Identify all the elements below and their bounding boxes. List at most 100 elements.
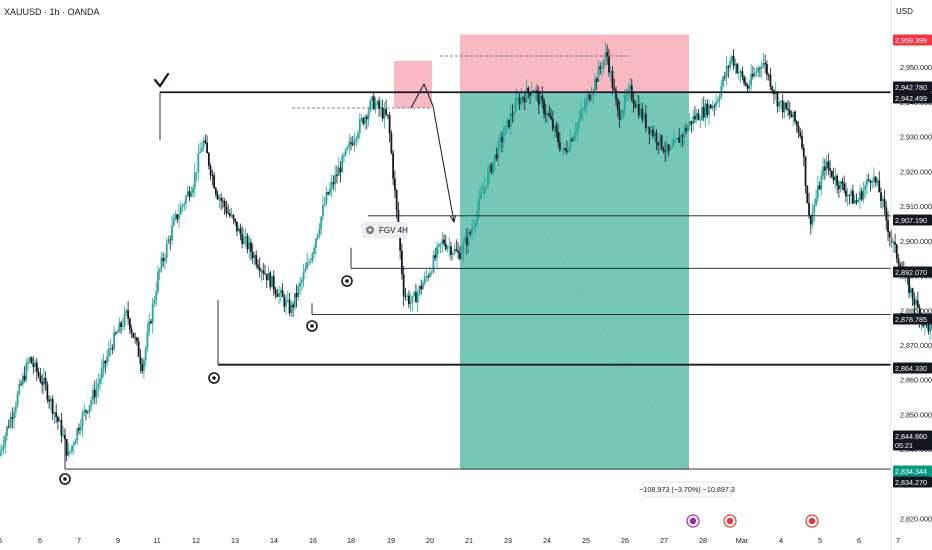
candle [76, 427, 79, 445]
x-tick-label: 20 [426, 536, 434, 545]
candle [529, 91, 531, 105]
fvg-zone[interactable] [394, 61, 432, 108]
candle-body [809, 215, 812, 225]
candle-body [548, 112, 551, 117]
price-axis[interactable]: 2,820.0002,830.0002,840.0002,850.0002,86… [900, 63, 932, 523]
candle-body [671, 145, 674, 148]
candle-body [365, 116, 368, 120]
candle-body [606, 52, 609, 57]
candle [409, 292, 412, 312]
candle [616, 97, 619, 117]
candle [88, 405, 91, 419]
price-tag[interactable]: 2,942.499 [893, 92, 932, 104]
candle [67, 442, 70, 458]
candle-body [639, 108, 642, 116]
currency-label[interactable]: USD [896, 7, 913, 16]
price-tag[interactable]: 2,959.399 [893, 34, 932, 46]
fgv-label[interactable]: FGV 4H [362, 222, 408, 238]
candle-body [592, 90, 595, 96]
price-tag[interactable]: 2,942.780 [893, 81, 932, 93]
price-tag[interactable]: 2,892.070 [893, 266, 932, 278]
candle-body [288, 299, 291, 314]
candle-body [795, 121, 798, 126]
eye-marker-icon[interactable] [306, 320, 318, 332]
time-axis[interactable]: 5 6 7 9 11 12 13 14 16 18 19 20 21 23 24 25 26 27 28 Mar 4 5 6… [0, 514, 900, 545]
candle-body [392, 153, 395, 179]
candle-body [57, 416, 59, 422]
position-result-label[interactable]: −108.973 (−3.70%) −10,897.3 [639, 481, 735, 498]
candle-body [525, 87, 528, 102]
candle [774, 81, 777, 100]
candle [581, 106, 584, 122]
price-tag[interactable]: 2,878.785 [893, 313, 932, 325]
candle-body [114, 332, 117, 334]
price-tag[interactable]: 2,834.270 [893, 476, 932, 488]
candle-body [316, 234, 319, 239]
candle [343, 151, 345, 163]
eye-marker-icon[interactable] [59, 473, 71, 485]
candle-body [364, 116, 366, 124]
candle-body [290, 304, 293, 314]
candle-body [599, 66, 602, 69]
stop-loss-zone[interactable] [460, 34, 689, 94]
candle [244, 227, 247, 247]
candle [597, 59, 600, 83]
candle [234, 218, 237, 226]
candle [83, 403, 86, 417]
candle [523, 92, 526, 111]
candle-body [864, 185, 867, 191]
candle-body [565, 149, 568, 152]
candle [90, 396, 93, 411]
candle-body [381, 107, 384, 119]
price-tags-layer: 2,959.399 2,942.780 2,942.499 2,907.190 2,89… [893, 34, 932, 488]
candle-body [553, 125, 556, 129]
eye-marker-icon[interactable] [208, 372, 220, 384]
candle-body [100, 368, 103, 379]
candle-body [313, 248, 316, 254]
candle [316, 233, 319, 241]
candle-body [515, 98, 517, 112]
eye-marker-icon[interactable] [341, 275, 353, 287]
candle [51, 395, 54, 420]
candle-body [206, 142, 208, 154]
candle-body [28, 357, 31, 362]
candle [336, 165, 338, 184]
candle [220, 192, 223, 210]
candle [69, 450, 72, 455]
candle [715, 94, 717, 111]
candle [415, 283, 417, 303]
event-flag-icon[interactable] [723, 514, 737, 528]
candle-body [732, 55, 735, 66]
candle [469, 229, 472, 237]
candle [362, 116, 365, 126]
candle-body [845, 190, 847, 197]
price-tag[interactable]: 2,864.330 [893, 362, 932, 374]
event-flag-icon[interactable] [805, 514, 819, 528]
candle [674, 137, 677, 142]
candle-body [783, 102, 786, 113]
candle [916, 291, 919, 309]
candle [744, 77, 747, 87]
candle-body [197, 153, 200, 173]
price-tag-text: 2,959.399 [895, 36, 927, 45]
candle [839, 180, 842, 193]
price-tag[interactable]: 2,834.344 [893, 465, 932, 477]
candle [788, 101, 791, 120]
price-tag[interactable]: 2,907.190 [893, 214, 932, 226]
candle [134, 332, 137, 344]
candle [711, 100, 714, 112]
candle-body [764, 62, 767, 65]
candle [16, 390, 19, 408]
candle-body [176, 214, 179, 220]
arrow-annotation[interactable] [432, 105, 457, 224]
candle-body [608, 56, 610, 73]
candle [457, 242, 459, 259]
candle-body [464, 237, 466, 243]
candle-body [128, 318, 131, 330]
event-lightning-icon[interactable] [686, 514, 700, 528]
candle-body [680, 135, 682, 143]
candle-body [457, 250, 459, 253]
candle [315, 237, 317, 256]
